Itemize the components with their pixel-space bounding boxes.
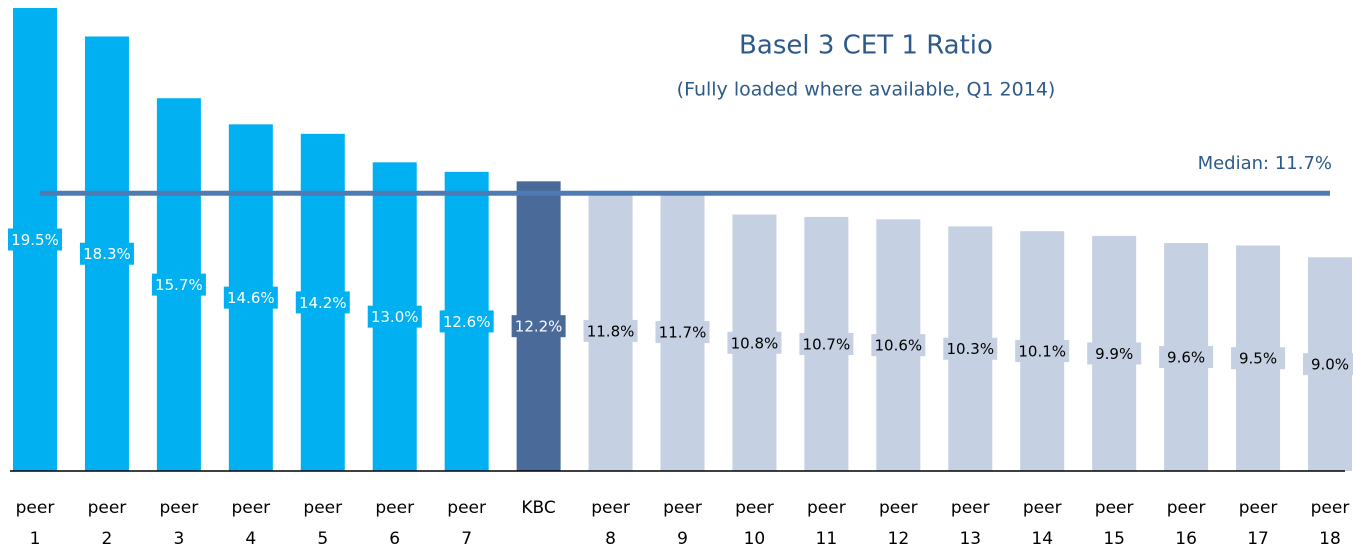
value-label-box (367, 305, 422, 328)
value-label: 11.8% (587, 322, 635, 340)
value-label: 13.0% (371, 308, 419, 326)
value-label-box (943, 337, 998, 360)
value-label: 14.2% (299, 294, 347, 312)
value-label: 9.6% (1167, 349, 1205, 367)
x-tick-label: KBC (521, 498, 556, 518)
value-label: 9.9% (1095, 345, 1133, 363)
value-label: 10.7% (803, 335, 851, 353)
value-label-box (871, 334, 926, 357)
chart-title: Basel 3 CET 1 Ratio (739, 31, 993, 61)
x-tick-label: peer 15 (1094, 498, 1134, 549)
x-tick-label: peer 1 (15, 498, 55, 549)
value-label: 12.6% (443, 313, 491, 331)
value-label: 9.5% (1239, 350, 1277, 368)
value-label: 19.5% (11, 231, 59, 249)
value-label-box (583, 319, 638, 342)
value-label: 10.1% (1018, 343, 1066, 361)
value-label-box (295, 291, 350, 314)
value-label-box (1015, 340, 1070, 363)
x-tick-label: peer 8 (591, 498, 630, 549)
value-label-box (1231, 347, 1286, 370)
value-label: 10.3% (946, 340, 994, 358)
value-label-box (1303, 353, 1353, 376)
x-tick-label: peer 18 (1310, 498, 1350, 549)
x-tick-label: peer 16 (1166, 498, 1206, 549)
x-tick-label: peer 7 (447, 498, 486, 549)
value-label: 18.3% (83, 245, 131, 263)
x-tick-label: peer 10 (735, 498, 774, 549)
x-tick-label: peer 4 (231, 498, 271, 549)
x-tick-label: peer 5 (303, 498, 343, 549)
x-tick-label: peer 11 (807, 498, 846, 549)
value-label-box (223, 286, 278, 309)
value-label-box (727, 331, 782, 354)
x-tick-label: peer 9 (663, 498, 702, 549)
value-label-box (655, 321, 710, 344)
x-tick-label: peer 12 (878, 498, 918, 549)
x-tick-label: peer 13 (950, 498, 990, 549)
value-label-box (511, 315, 566, 338)
x-tick-label: peer 14 (1022, 498, 1062, 549)
value-label-box (1159, 346, 1214, 369)
value-label: 9.0% (1311, 356, 1349, 374)
value-label-box (1087, 342, 1142, 365)
value-label: 11.7% (659, 324, 707, 342)
x-tick-label: peer 17 (1238, 498, 1278, 549)
median-label: Median: 11.7% (1198, 153, 1332, 174)
x-tick-label: peer 3 (159, 498, 199, 549)
value-label-box (151, 273, 206, 296)
value-label-box (439, 310, 494, 333)
value-label: 10.8% (731, 334, 779, 352)
value-label-box (799, 332, 854, 355)
x-tick-label: peer 6 (375, 498, 415, 549)
value-label-box (79, 242, 134, 265)
x-tick-label: peer 2 (87, 498, 127, 549)
value-label: 10.6% (875, 337, 923, 355)
value-label: 15.7% (155, 276, 203, 294)
value-label: 14.6% (227, 289, 275, 307)
value-label: 12.2% (515, 318, 563, 336)
chart-subtitle: (Fully loaded where available, Q1 2014) (677, 79, 1056, 101)
value-label-box (8, 228, 62, 251)
